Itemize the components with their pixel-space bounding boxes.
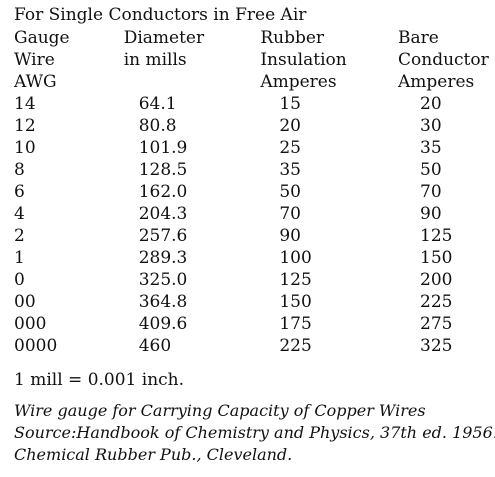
table-row: 12 80.8 20 30 <box>10 115 495 137</box>
header-gauge-line-2: Wire <box>14 50 55 70</box>
caption-line-3: Chemical Rubber Pub., Cleveland. <box>14 445 293 464</box>
bare-amperes-cell: 35 <box>420 138 442 158</box>
header-bare-line-2: Conductor <box>398 50 489 70</box>
header-bare-line-3: Amperes <box>398 72 475 92</box>
gauge-cell: 8 <box>14 160 25 180</box>
rubber-amperes-cell: 35 <box>279 160 301 180</box>
bare-amperes-cell: 50 <box>420 160 442 180</box>
table-body: 14 64.1 15 20 12 80.8 20 30 10 101.9 25 35 8 128.5 35 5… <box>10 93 495 357</box>
gauge-cell: 00 <box>14 292 36 312</box>
rubber-amperes-cell: 125 <box>279 270 312 290</box>
bare-amperes-cell: 325 <box>420 336 453 356</box>
gauge-cell: 12 <box>14 116 36 136</box>
gauge-cell: 0 <box>14 270 25 290</box>
bare-amperes-cell: 30 <box>420 116 442 136</box>
rubber-amperes-cell: 50 <box>279 182 301 202</box>
table-row: 4 204.3 70 90 <box>10 203 495 225</box>
wire-gauge-table: Gauge Diameter Rubber Bare Wire in mills… <box>10 27 495 357</box>
caption-line-1: Wire gauge for Carrying Capacity of Copp… <box>14 401 426 420</box>
table-row: 00 364.8 150 225 <box>10 291 495 313</box>
rubber-amperes-cell: 225 <box>279 336 312 356</box>
table-title: For Single Conductors in Free Air <box>14 5 307 25</box>
table-row: 0000 460 225 325 <box>10 335 495 357</box>
gauge-cell: 4 <box>14 204 25 224</box>
table-row: 10 101.9 25 35 <box>10 137 495 159</box>
table-header: Gauge Diameter Rubber Bare Wire in mills… <box>10 27 495 93</box>
rubber-amperes-cell: 15 <box>279 94 301 114</box>
rubber-amperes-cell: 70 <box>279 204 301 224</box>
diameter-cell: 128.5 <box>138 160 188 180</box>
header-bare-line-1: Bare <box>398 28 439 48</box>
bare-amperes-cell: 20 <box>420 94 442 114</box>
diameter-cell: 364.8 <box>138 292 188 312</box>
gauge-cell: 000 <box>14 314 47 334</box>
bare-amperes-cell: 225 <box>420 292 453 312</box>
header-row-3: AWG Amperes Amperes <box>10 71 495 93</box>
diameter-cell: 409.6 <box>138 314 188 334</box>
gauge-cell: 10 <box>14 138 36 158</box>
gauge-cell: 14 <box>14 94 36 114</box>
rubber-amperes-cell: 100 <box>279 248 312 268</box>
rubber-amperes-cell: 25 <box>279 138 301 158</box>
rubber-amperes-cell: 90 <box>279 226 301 246</box>
table-row: 0 325.0 125 200 <box>10 269 495 291</box>
header-rubber-line-1: Rubber <box>260 28 325 48</box>
header-diameter-line-2: in mills <box>123 50 187 70</box>
gauge-cell: 0000 <box>14 336 58 356</box>
bare-amperes-cell: 90 <box>420 204 442 224</box>
diameter-cell: 80.8 <box>138 116 177 136</box>
bare-amperes-cell: 200 <box>420 270 453 290</box>
table-row: 8 128.5 35 50 <box>10 159 495 181</box>
diameter-cell: 257.6 <box>138 226 188 246</box>
header-rubber-line-2: Insulation <box>260 50 347 70</box>
table-row: 2 257.6 90 125 <box>10 225 495 247</box>
bare-amperes-cell: 70 <box>420 182 442 202</box>
header-gauge-line-3: AWG <box>14 72 57 92</box>
diameter-cell: 289.3 <box>138 248 188 268</box>
header-row-1: Gauge Diameter Rubber Bare <box>10 27 495 49</box>
bare-amperes-cell: 125 <box>420 226 453 246</box>
header-gauge-line-1: Gauge <box>14 28 70 48</box>
diameter-cell: 204.3 <box>138 204 188 224</box>
table-row: 000 409.6 175 275 <box>10 313 495 335</box>
table-row: 6 162.0 50 70 <box>10 181 495 203</box>
rubber-amperes-cell: 150 <box>279 292 312 312</box>
unit-note: 1 mill = 0.001 inch. <box>14 370 185 390</box>
table-row: 14 64.1 15 20 <box>10 93 495 115</box>
header-rubber-line-3: Amperes <box>260 72 337 92</box>
diameter-cell: 101.9 <box>138 138 188 158</box>
gauge-cell: 6 <box>14 182 25 202</box>
header-diameter-line-1: Diameter <box>123 28 205 48</box>
diameter-cell: 162.0 <box>138 182 188 202</box>
diameter-cell: 64.1 <box>138 94 177 114</box>
bare-amperes-cell: 150 <box>420 248 453 268</box>
source-caption: Wire gauge for Carrying Capacity of Copp… <box>14 400 495 466</box>
diameter-cell: 460 <box>138 336 172 356</box>
table-row: 1 289.3 100 150 <box>10 247 495 269</box>
rubber-amperes-cell: 20 <box>279 116 301 136</box>
header-row-2: Wire in mills Insulation Conductor <box>10 49 495 71</box>
header-diameter-line-3 <box>119 71 261 93</box>
bare-amperes-cell: 275 <box>420 314 453 334</box>
rubber-amperes-cell: 175 <box>279 314 312 334</box>
gauge-cell: 2 <box>14 226 25 246</box>
gauge-cell: 1 <box>14 248 25 268</box>
diameter-cell: 325.0 <box>138 270 188 290</box>
caption-line-2: Source:Handbook of Chemistry and Physics… <box>14 423 495 442</box>
